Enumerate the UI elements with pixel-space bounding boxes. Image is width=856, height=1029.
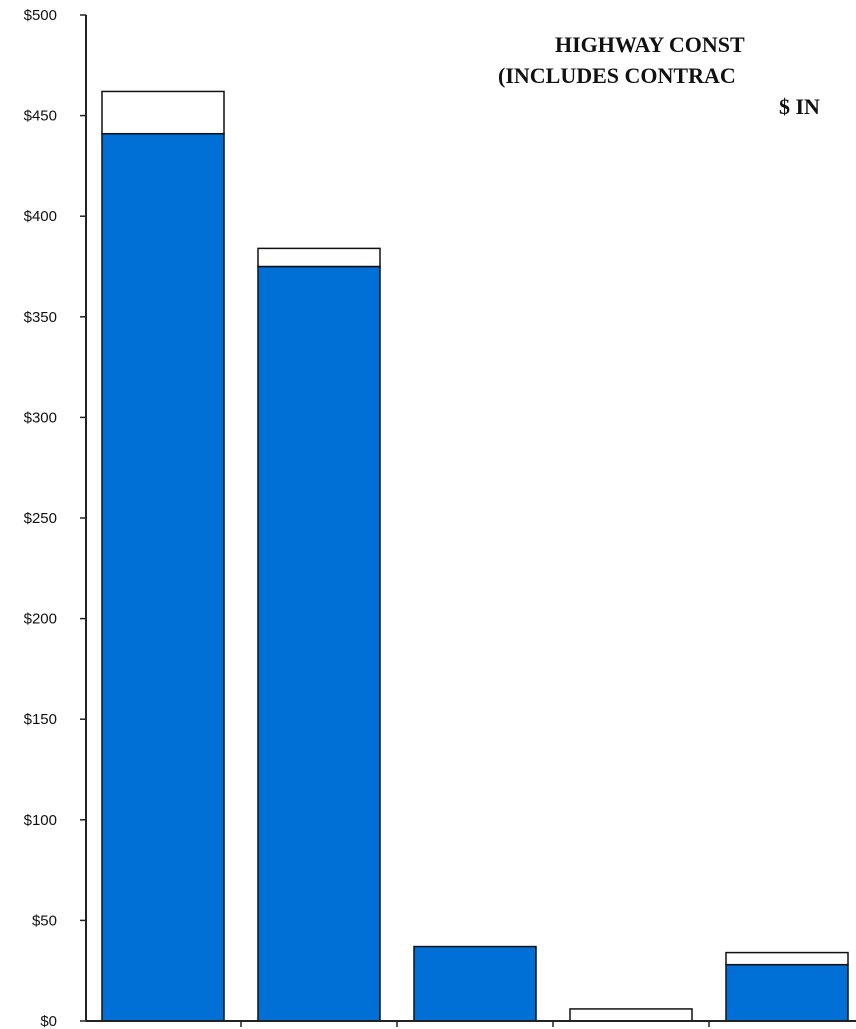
chart-title-line-1: HIGHWAY CONST <box>555 32 745 57</box>
y-ticks: $0 $50 $100 $150 $200 $250 $300 $350 $400 $450 $50… <box>24 7 86 1029</box>
y-tick-label: $50 <box>32 912 57 929</box>
y-tick-label: $450 <box>24 108 57 125</box>
x-ticks <box>240 1021 710 1027</box>
y-tick-label: $400 <box>24 208 57 225</box>
bars <box>101 90 849 1022</box>
bar-segment-series-2-category-5 <box>725 951 849 966</box>
y-tick-label: $300 <box>24 409 57 426</box>
chart-title: HIGHWAY CONST (INCLUDES CONTRAC $ IN <box>498 32 820 119</box>
bar-segment-series-1-category-3 <box>413 945 537 1022</box>
bar-segment-series-2-category-4 <box>569 1008 693 1022</box>
y-tick-label: $0 <box>40 1013 57 1029</box>
y-tick-label: $350 <box>24 309 57 326</box>
y-tick-label: $200 <box>24 611 57 628</box>
bar-segment-series-1-category-1 <box>101 132 225 1022</box>
chart-title-line-2: (INCLUDES CONTRAC <box>498 63 736 88</box>
bar-segment-series-2-category-2 <box>257 247 381 268</box>
y-tick-label: $100 <box>24 812 57 829</box>
bar-segment-series-1-category-2 <box>257 265 381 1022</box>
bar-segment-series-1-category-5 <box>725 963 849 1022</box>
y-tick-label: $500 <box>24 7 57 24</box>
y-tick-label: $150 <box>24 711 57 728</box>
bar-segment-series-2-category-1 <box>101 90 225 135</box>
chart-title-line-3: $ IN <box>779 94 820 119</box>
y-tick-label: $250 <box>24 510 57 527</box>
